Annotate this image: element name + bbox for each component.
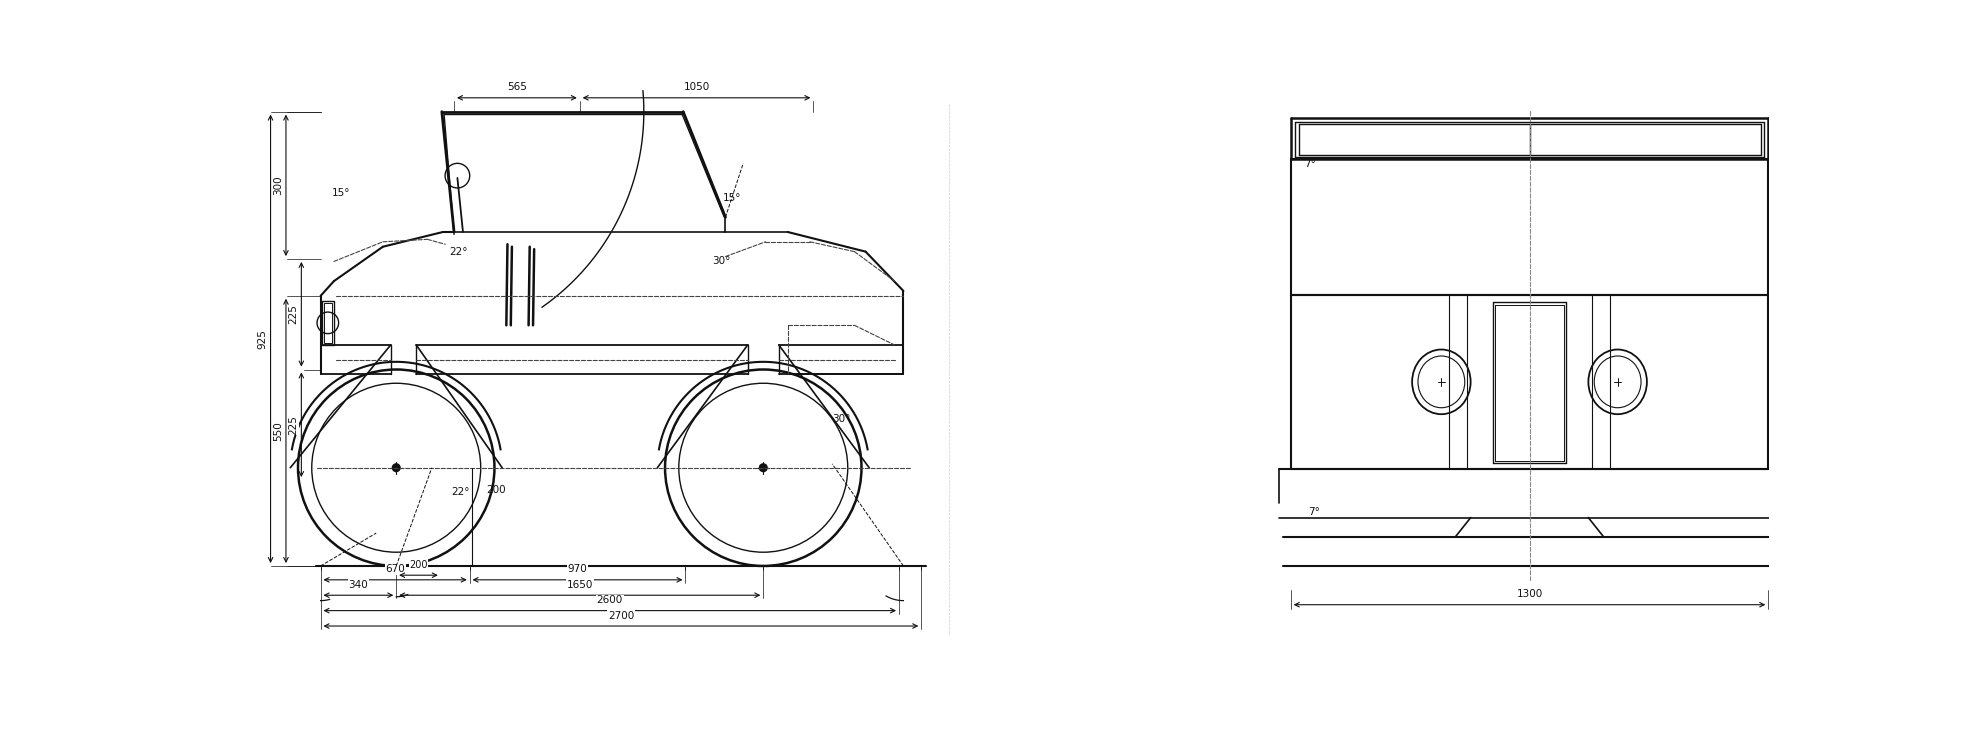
Bar (321, 301, 333, 345)
Text: 7°: 7° (1309, 507, 1321, 517)
Text: 340: 340 (349, 580, 369, 590)
Text: 30°: 30° (712, 257, 729, 266)
Text: 1300: 1300 (1516, 590, 1543, 599)
Text: 1650: 1650 (566, 580, 593, 590)
Text: 670: 670 (384, 565, 404, 574)
Text: 970: 970 (568, 565, 587, 574)
Text: 2600: 2600 (597, 596, 623, 605)
Text: 565: 565 (507, 83, 526, 92)
Text: 300: 300 (272, 176, 284, 195)
Text: 200: 200 (487, 485, 507, 495)
Text: 7°: 7° (1305, 159, 1317, 169)
Text: 925: 925 (258, 329, 268, 349)
Text: 550: 550 (272, 421, 284, 441)
Text: 22°: 22° (451, 487, 469, 497)
Circle shape (759, 464, 767, 472)
Text: 1050: 1050 (684, 83, 710, 92)
Bar (323, 303, 331, 342)
Text: 2700: 2700 (607, 610, 635, 621)
Text: 15°: 15° (723, 193, 741, 203)
Circle shape (392, 464, 400, 472)
Text: 15°: 15° (331, 187, 351, 198)
Text: 225: 225 (288, 415, 298, 435)
Text: 225: 225 (288, 304, 298, 324)
Text: 30°: 30° (832, 413, 850, 424)
Text: 22°: 22° (449, 246, 467, 257)
Text: 200: 200 (410, 560, 428, 570)
